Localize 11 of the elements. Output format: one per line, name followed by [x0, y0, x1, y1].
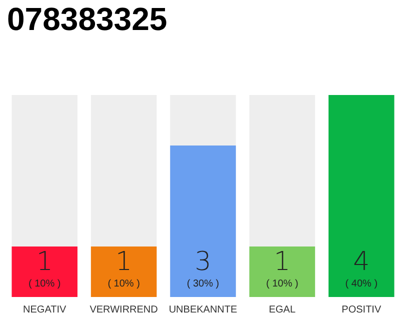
- x-tick-label: POSITIV: [342, 304, 382, 316]
- data-label: 4 ( 40% ): [345, 247, 378, 290]
- x-tick-label: NEGATIV: [23, 304, 67, 316]
- data-label: 1 ( 10% ): [266, 247, 298, 290]
- data-label: 1 ( 10% ): [108, 247, 140, 290]
- data-label: 1 ( 10% ): [28, 247, 61, 290]
- chart-title: 078383325: [7, 1, 168, 37]
- data-label: 3 ( 30% ): [186, 247, 220, 290]
- x-tick-label: VERWIRREND: [90, 304, 158, 316]
- x-tick-label: UNBEKANNTE: [168, 304, 238, 316]
- x-tick-label: EGAL: [268, 304, 296, 316]
